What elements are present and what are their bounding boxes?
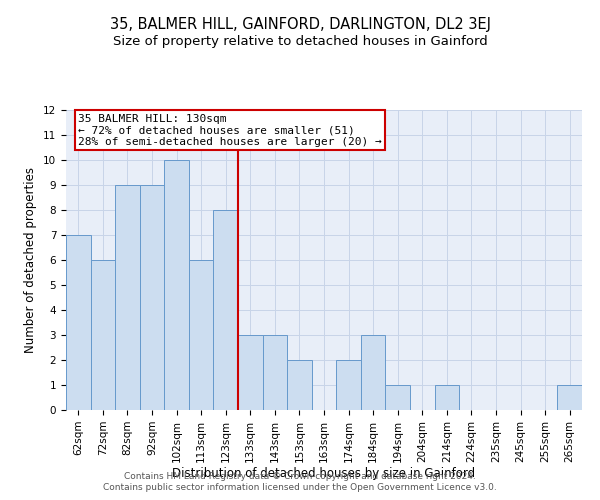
Bar (66, 235, 91, 410)
Text: 35 BALMER HILL: 130sqm
← 72% of detached houses are smaller (51)
28% of semi-det: 35 BALMER HILL: 130sqm ← 72% of detached… (78, 114, 382, 147)
Bar (140, 185, 164, 410)
Bar (434, 385, 459, 410)
Text: Contains HM Land Registry data © Crown copyright and database right 2024.: Contains HM Land Registry data © Crown c… (124, 472, 476, 481)
Bar (361, 335, 385, 410)
Bar (164, 160, 189, 410)
Bar (189, 260, 214, 410)
Bar (336, 360, 361, 410)
Y-axis label: Number of detached properties: Number of detached properties (25, 167, 37, 353)
Bar (263, 335, 287, 410)
Bar (91, 260, 115, 410)
Text: 35, BALMER HILL, GAINFORD, DARLINGTON, DL2 3EJ: 35, BALMER HILL, GAINFORD, DARLINGTON, D… (110, 18, 491, 32)
Bar (557, 385, 582, 410)
Bar (287, 360, 312, 410)
Bar (214, 210, 238, 410)
X-axis label: Distribution of detached houses by size in Gainford: Distribution of detached houses by size … (172, 468, 476, 480)
Bar (385, 385, 410, 410)
Text: Size of property relative to detached houses in Gainford: Size of property relative to detached ho… (113, 35, 487, 48)
Text: Contains public sector information licensed under the Open Government Licence v3: Contains public sector information licen… (103, 484, 497, 492)
Bar (238, 335, 263, 410)
Bar (115, 185, 140, 410)
